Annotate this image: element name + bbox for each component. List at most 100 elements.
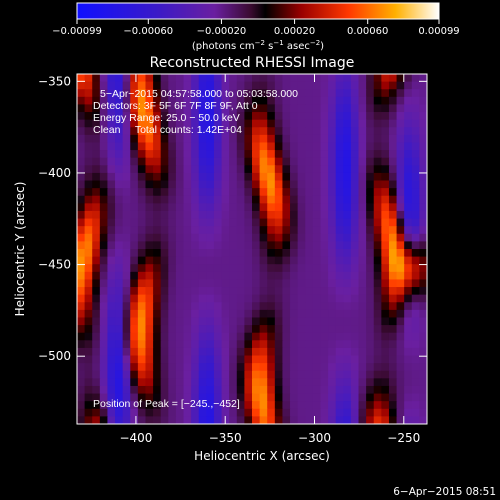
heatmap-cell [320, 203, 329, 212]
heatmap-cell [328, 294, 337, 303]
heatmap-cell [115, 172, 124, 182]
heatmap-cell [229, 294, 238, 303]
heatmap-cell [168, 157, 177, 166]
heatmap-cell [328, 416, 337, 424]
heatmap-cell [259, 340, 268, 349]
heatmap-cell [183, 188, 192, 197]
heatmap-cell [373, 157, 382, 166]
heatmap-cell [115, 127, 124, 136]
heatmap-cell [411, 218, 420, 227]
heatmap-cell [320, 119, 329, 128]
heatmap-cell [274, 287, 284, 296]
heatmap-cell [290, 142, 299, 151]
heatmap-cell [168, 218, 177, 227]
heatmap-cell [320, 218, 329, 227]
heatmap-cell [153, 309, 162, 319]
heatmap-cell [244, 264, 253, 273]
heatmap-cell [388, 157, 398, 166]
heatmap-cell [388, 180, 398, 189]
heatmap-cell [404, 112, 413, 121]
heatmap-cell [99, 172, 109, 182]
heatmap-cell [404, 89, 413, 98]
heatmap-cell [168, 127, 177, 136]
heatmap-cell [77, 363, 86, 372]
heatmap-cell [244, 195, 253, 204]
heatmap-cell [381, 317, 390, 326]
heatmap-cell [267, 157, 276, 166]
heatmap-cell [236, 112, 245, 121]
heatmap-cell [229, 203, 238, 212]
heatmap-cell [267, 195, 276, 204]
heatmap-cell [252, 332, 261, 341]
heatmap-cell [221, 249, 230, 258]
heatmap-cell [198, 142, 207, 151]
heatmap-cell [328, 127, 337, 136]
heatmap-cell [419, 256, 427, 265]
heatmap-cell [373, 81, 382, 90]
annotation-time-range: 5−Apr−2015 04:57:58.000 to 05:03:58.000 [100, 88, 298, 100]
heatmap-cell [145, 401, 154, 410]
heatmap-cell [183, 256, 192, 265]
heatmap-cell [107, 74, 116, 83]
heatmap-cell [411, 363, 420, 372]
heatmap-cell [411, 127, 420, 136]
heatmap-cell [122, 271, 131, 281]
heatmap-cell [198, 203, 207, 212]
heatmap-cell [290, 172, 299, 182]
heatmap-cell [282, 150, 291, 159]
heatmap-cell [343, 104, 352, 113]
heatmap-cell [388, 134, 398, 144]
heatmap-cell [122, 112, 131, 121]
heatmap-cell [229, 188, 238, 197]
heatmap-cell [84, 370, 93, 379]
heatmap-cell [320, 157, 329, 166]
heatmap-cell [388, 340, 398, 349]
heatmap-cell [236, 302, 245, 311]
heatmap-cell [388, 287, 398, 296]
heatmap-cell [153, 112, 162, 121]
heatmap-cell [175, 157, 185, 166]
heatmap-cell [297, 188, 306, 197]
heatmap-cell [84, 408, 93, 417]
heatmap-cell [160, 355, 169, 364]
heatmap-cell [267, 165, 276, 174]
heatmap-cell [175, 264, 185, 273]
heatmap-cell [99, 287, 109, 296]
heatmap-cell [115, 188, 124, 197]
heatmap-cell [198, 157, 207, 166]
heatmap-cell [267, 416, 276, 424]
heatmap-cell [137, 370, 147, 379]
heatmap-cell [259, 150, 268, 159]
heatmap-cell [267, 150, 276, 159]
heatmap-cell [358, 218, 367, 227]
heatmap-cell [198, 355, 207, 364]
heatmap-cell [145, 188, 154, 197]
heatmap-cell [343, 347, 352, 357]
heatmap-cell [77, 127, 86, 136]
heatmap-cell [320, 210, 329, 220]
heatmap-cell [84, 271, 93, 281]
heatmap-cell [160, 218, 169, 227]
heatmap-cell [175, 180, 185, 189]
heatmap-cell [107, 249, 116, 258]
heatmap-cell [213, 112, 223, 121]
heatmap-cell [259, 165, 268, 174]
heatmap-cell [221, 378, 230, 387]
heatmap-cell [137, 347, 147, 357]
heatmap-cell [312, 401, 322, 410]
x-tick-label: −250 [387, 431, 420, 445]
heatmap-cell [396, 363, 405, 372]
heatmap-cell [411, 393, 420, 402]
heatmap-cell [122, 172, 131, 182]
footer-timestamp: 6−Apr−2015 08:51 [393, 486, 496, 498]
heatmap-cell [388, 325, 398, 334]
heatmap-cell [160, 188, 169, 197]
heatmap-cell [77, 172, 86, 182]
heatmap-cell [115, 294, 124, 303]
heatmap-cell [335, 309, 344, 319]
heatmap-cell [122, 416, 131, 424]
heatmap-cell [335, 302, 344, 311]
heatmap-cell [358, 119, 367, 128]
heatmap-cell [297, 249, 306, 258]
heatmap-cell [419, 203, 427, 212]
